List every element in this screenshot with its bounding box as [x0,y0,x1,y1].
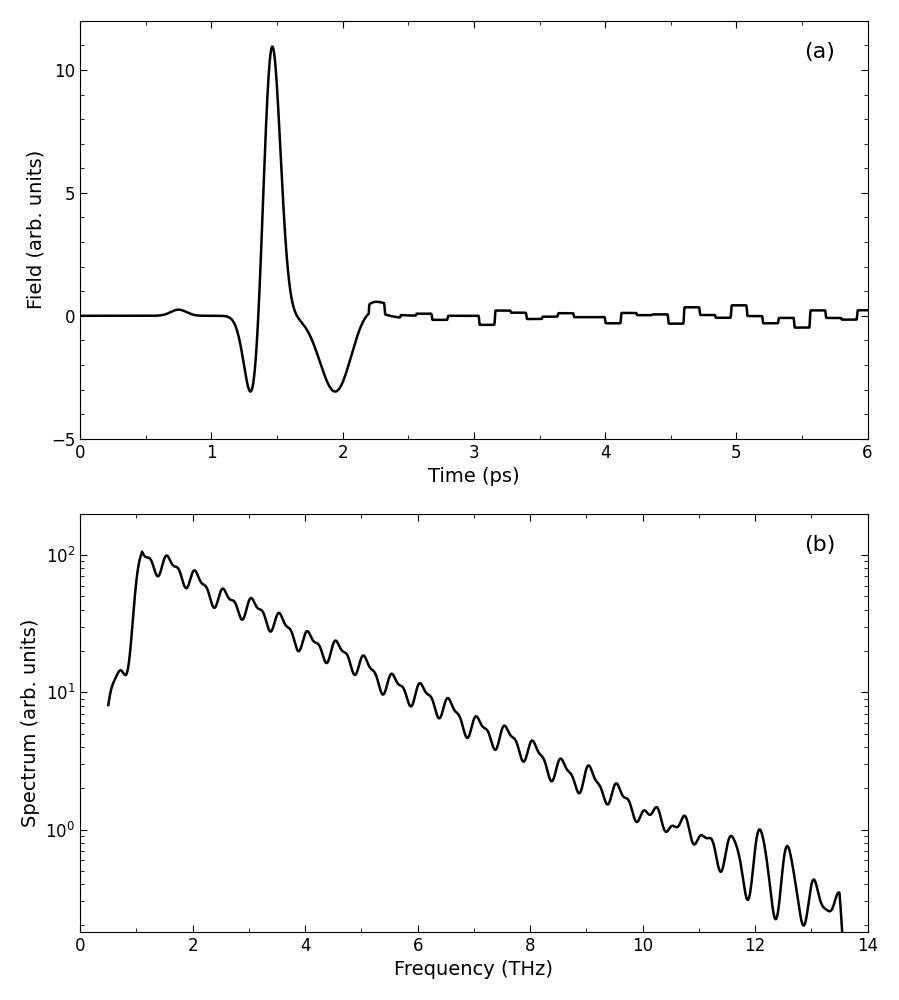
Y-axis label: Field (arb. units): Field (arb. units) [26,150,45,309]
Y-axis label: Spectrum (arb. units): Spectrum (arb. units) [21,619,40,827]
Text: (b): (b) [805,535,836,555]
X-axis label: Time (ps): Time (ps) [428,467,520,486]
Text: (a): (a) [805,42,835,62]
X-axis label: Frequency (THz): Frequency (THz) [395,960,554,979]
